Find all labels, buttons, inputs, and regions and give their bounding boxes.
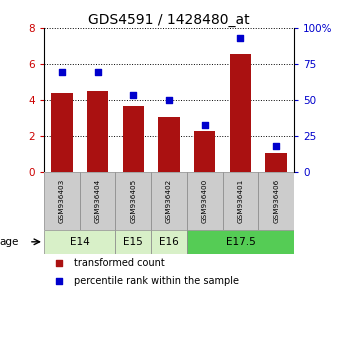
Text: E16: E16 <box>159 237 179 247</box>
Bar <box>115 230 151 253</box>
Text: GSM936404: GSM936404 <box>95 179 100 223</box>
Text: age: age <box>0 237 19 247</box>
Bar <box>80 172 115 230</box>
Bar <box>265 153 287 172</box>
Point <box>166 97 172 103</box>
Bar <box>223 172 258 230</box>
Point <box>202 122 208 128</box>
Point <box>95 69 100 74</box>
Point <box>238 35 243 41</box>
Text: E14: E14 <box>70 237 90 247</box>
Bar <box>51 93 73 172</box>
Point <box>273 144 279 149</box>
Text: percentile rank within the sample: percentile rank within the sample <box>74 276 239 286</box>
Text: GSM936402: GSM936402 <box>166 179 172 223</box>
Text: GSM936405: GSM936405 <box>130 179 136 223</box>
Point <box>59 69 65 74</box>
Point <box>56 260 62 266</box>
Bar <box>44 172 80 230</box>
Point <box>56 278 62 284</box>
Text: E15: E15 <box>123 237 143 247</box>
Point <box>130 92 136 97</box>
Bar <box>194 131 215 172</box>
Bar <box>230 53 251 172</box>
Text: GSM936406: GSM936406 <box>273 179 279 223</box>
Bar <box>87 91 108 172</box>
Bar <box>151 172 187 230</box>
Title: GDS4591 / 1428480_at: GDS4591 / 1428480_at <box>88 13 250 27</box>
Bar <box>187 230 294 253</box>
Bar <box>151 230 187 253</box>
Text: GSM936403: GSM936403 <box>59 179 65 223</box>
Text: GSM936401: GSM936401 <box>238 179 243 223</box>
Bar <box>115 172 151 230</box>
Bar <box>258 172 294 230</box>
Text: transformed count: transformed count <box>74 258 165 268</box>
Text: E17.5: E17.5 <box>225 237 255 247</box>
Bar <box>158 116 180 172</box>
Text: GSM936400: GSM936400 <box>202 179 208 223</box>
Bar <box>187 172 223 230</box>
Bar <box>123 106 144 172</box>
Bar <box>44 230 115 253</box>
